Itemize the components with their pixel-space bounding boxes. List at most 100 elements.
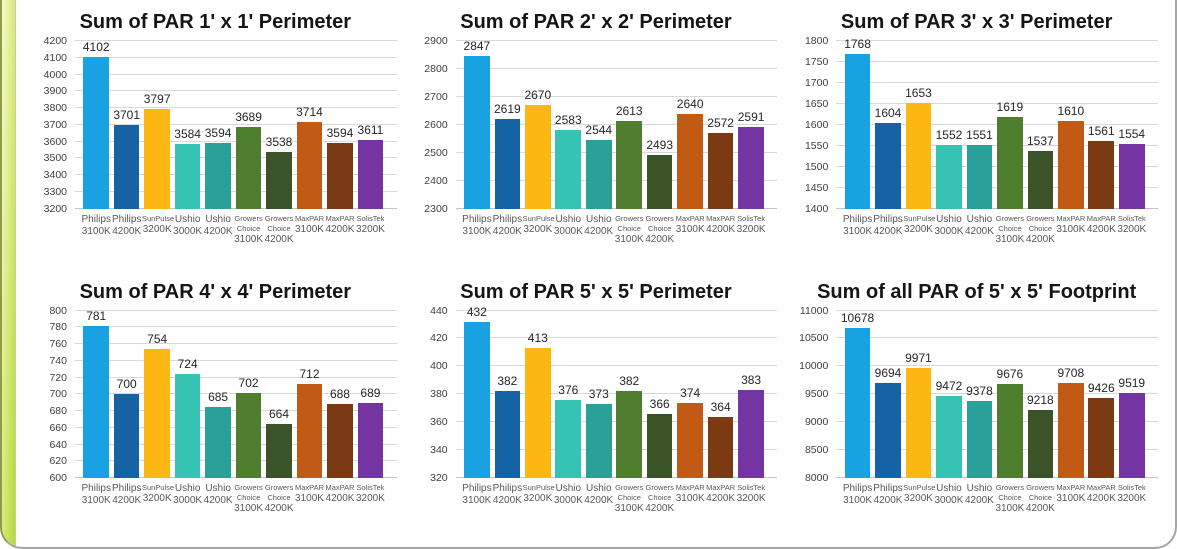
bar-value-label: 2572: [707, 115, 734, 130]
category-brand: Growers Choice: [645, 213, 674, 233]
category-temp: 3100K: [675, 223, 705, 235]
chart-all-par-5x5-footprint: Sum of all PAR of 5' x 5' Footprint 8000…: [790, 272, 1163, 542]
gridline: [75, 123, 397, 125]
bar-growers-choice-3100k: [235, 392, 262, 478]
left-accent-strip: [2, 0, 16, 547]
category-brand: Ushio: [205, 483, 231, 494]
category-temp: 4200K: [584, 495, 614, 507]
bar-ushio-3000k: [936, 144, 962, 209]
category-label: Philips 4200K: [492, 214, 522, 272]
category-temp: 4200K: [1086, 223, 1116, 235]
bar-maxpar-4200k: [707, 416, 734, 478]
chart-title: Sum of PAR 4' x 4' Perimeter: [79, 280, 352, 303]
bar-value-label: 2591: [737, 110, 765, 125]
bar-philips-4200k: [875, 383, 901, 478]
category-label: MaxPAR 3100K: [675, 214, 705, 272]
bar-sunpulse-3200k: [144, 108, 170, 209]
y-tick-label: 11000: [799, 304, 829, 317]
plot-area: 2847 2619 2670 2583 2544 2613 2493 2640 2572 2591: [455, 39, 778, 209]
bar-growers-choice-3100k: [235, 126, 262, 209]
category-brand: Growers Choice: [264, 483, 294, 503]
bar-value-label: 9519: [1118, 376, 1146, 391]
category-brand: MaxPAR: [1056, 213, 1086, 223]
bar-value-label: 3594: [204, 125, 232, 140]
bar-solistek-3200k: [357, 403, 384, 478]
gridline: [75, 73, 397, 75]
bar-value-label: 9694: [874, 366, 902, 381]
category-brand: SolisTek: [1117, 213, 1146, 223]
bar-value-label: 2493: [646, 137, 674, 152]
category-temp: 4200K: [1086, 493, 1116, 505]
category-label: MaxPAR 4200K: [705, 214, 735, 272]
category-brand: Growers Choice: [995, 213, 1025, 233]
gridline: [75, 326, 397, 328]
y-tick-label: 640: [49, 438, 67, 451]
y-tick-label: 1600: [804, 118, 829, 131]
bar-value-label: 688: [329, 387, 350, 402]
bar-value-label: 3797: [143, 91, 171, 106]
bar-value-label: 702: [238, 375, 259, 390]
gridline: [836, 102, 1158, 104]
category-label: Philips 4200K: [873, 214, 903, 272]
bar-ushio-4200k: [966, 145, 993, 209]
chart-title: Sum of PAR 2' x 2' Perimeter: [460, 11, 732, 33]
bar-sunpulse-3200k: [905, 102, 932, 209]
category-label: Ushio 4200K: [203, 214, 233, 272]
category-brand: MaxPAR: [706, 483, 736, 492]
chart-par-3x3-perimeter: Sum of PAR 3' x 3' Perimeter 1400 1450 150…: [790, 2, 1163, 272]
category-label: Philips 4200K: [111, 483, 141, 541]
category-label: Philips 3100K: [81, 483, 111, 541]
category-brand: Ushio: [585, 213, 612, 225]
category-brand: Ushio: [936, 213, 962, 225]
category-brand: SolisTek: [1117, 483, 1146, 492]
category-temp: 3100K: [843, 495, 873, 507]
bar-value-label: 4102: [82, 40, 110, 55]
gridline: [455, 309, 778, 311]
bar-philips-4200k: [875, 123, 901, 209]
y-tick-label: 3400: [43, 169, 67, 181]
bar-value-label: 2544: [585, 123, 613, 138]
bar-philips-3100k: [464, 55, 490, 209]
category-brand: MaxPAR: [1056, 483, 1086, 492]
category-temp: 3100K: [462, 225, 492, 237]
bar-philips-3100k: [464, 321, 490, 478]
y-tick-label: 760: [49, 338, 67, 350]
bar-philips-3100k: [83, 57, 109, 209]
category-brand: Philips: [492, 483, 523, 494]
gridline: [75, 90, 397, 92]
bar-maxpar-4200k: [327, 142, 353, 209]
category-brand: MaxPAR: [1086, 213, 1116, 223]
category-temp: 3200K: [1117, 223, 1147, 235]
bar-sunpulse-3200k: [525, 348, 551, 478]
category-temp: 3000K: [173, 225, 203, 237]
bar-maxpar-3100k: [296, 384, 323, 478]
category-brand: Ushio: [174, 213, 201, 225]
category-brand: Ushio: [585, 483, 612, 494]
category-temp: 3100K: [675, 493, 705, 505]
bar-growers-choice-4200k: [1027, 410, 1054, 478]
category-temp: 3100K: [234, 503, 264, 515]
bar-value-label: 1653: [905, 85, 932, 100]
category-temp: 3100K: [614, 503, 644, 515]
category-temp: 3000K: [553, 495, 583, 507]
bars-layer: 4102 3701 3797 3584 3594 3689 3538 3714 3594 3611: [81, 40, 386, 209]
category-temp: 4200K: [112, 495, 142, 507]
category-brand: MaxPAR: [294, 483, 325, 492]
x-axis: Philips 3100K Philips 4200K SunPulse 3200K Ush…: [81, 478, 386, 541]
category-temp: 3200K: [523, 223, 553, 235]
y-tick-label: 2900: [424, 35, 448, 47]
category-brand: SolisTek: [356, 213, 385, 223]
bar-value-label: 364: [710, 399, 731, 414]
bar-maxpar-3100k: [1058, 120, 1084, 209]
bar-value-label: 2583: [554, 112, 582, 127]
y-tick-label: 1450: [804, 181, 829, 194]
bar-growers-choice-3100k: [997, 116, 1023, 209]
category-temp: 3100K: [995, 233, 1025, 245]
bar-solistek-3200k: [357, 139, 384, 209]
y-tick-label: 8000: [804, 472, 829, 484]
category-label: Ushio 3000K: [934, 483, 964, 541]
category-temp: 3100K: [462, 495, 492, 507]
category-label: Philips 4200K: [873, 483, 903, 541]
bar-philips-4200k: [494, 391, 521, 478]
bar-ushio-3000k: [174, 374, 201, 478]
